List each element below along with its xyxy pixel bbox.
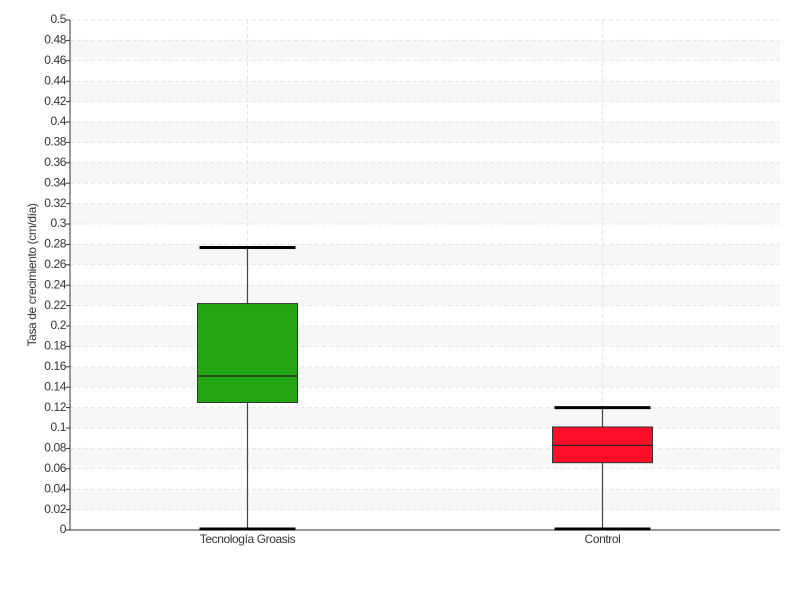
y-tick-label: 0.18 xyxy=(44,339,66,353)
y-tick-label: 0.26 xyxy=(44,257,66,271)
y-tick-label: 0.32 xyxy=(44,196,66,210)
box xyxy=(197,303,298,403)
y-tick-label: 0.4 xyxy=(51,114,67,128)
grid-band xyxy=(70,244,780,265)
y-tick-label: 0.06 xyxy=(44,461,66,475)
y-tick-label: 0.36 xyxy=(44,155,66,169)
y-tick-label: 0.12 xyxy=(44,400,66,414)
grid-band xyxy=(70,122,780,143)
grid-band xyxy=(70,81,780,102)
grid-band xyxy=(70,285,780,306)
y-tick-label: 0.08 xyxy=(44,441,66,455)
y-tick-label: 0.3 xyxy=(51,216,67,230)
grid-band xyxy=(70,326,780,347)
x-tick-label: Tecnología Groasis xyxy=(200,532,296,546)
y-tick-label: 0.44 xyxy=(44,73,66,87)
y-tick-label: 0.28 xyxy=(44,237,66,251)
y-tick-label: 0.38 xyxy=(44,135,66,149)
y-axis-label: Tasa de crecimiento (cm/día) xyxy=(25,203,39,346)
grid-band xyxy=(70,203,780,224)
y-tick-label: 0.02 xyxy=(44,502,66,516)
grid-band xyxy=(70,407,780,428)
grid-band xyxy=(70,40,780,61)
grid-band xyxy=(70,448,780,469)
y-tick-label: 0.2 xyxy=(51,318,67,332)
y-tick-label: 0.16 xyxy=(44,359,66,373)
y-tick-label: 0.42 xyxy=(44,94,66,108)
y-tick-label: 0.46 xyxy=(44,53,66,67)
y-tick-label: 0.04 xyxy=(44,481,66,495)
y-tick-label: 0.34 xyxy=(44,175,66,189)
y-tick-label: 0.14 xyxy=(44,379,66,393)
grid-band xyxy=(70,162,780,184)
y-tick-label: 0.48 xyxy=(44,33,66,47)
y-tick-label: 0 xyxy=(60,522,67,536)
grid-band xyxy=(70,366,780,388)
y-tick-label: 0.5 xyxy=(51,12,67,26)
y-tick-label: 0.24 xyxy=(44,277,66,291)
y-tick-label: 0.22 xyxy=(44,298,66,312)
y-tick-label: 0.1 xyxy=(51,420,67,434)
x-tick-label: Control xyxy=(585,532,621,546)
grid-band xyxy=(70,489,780,510)
